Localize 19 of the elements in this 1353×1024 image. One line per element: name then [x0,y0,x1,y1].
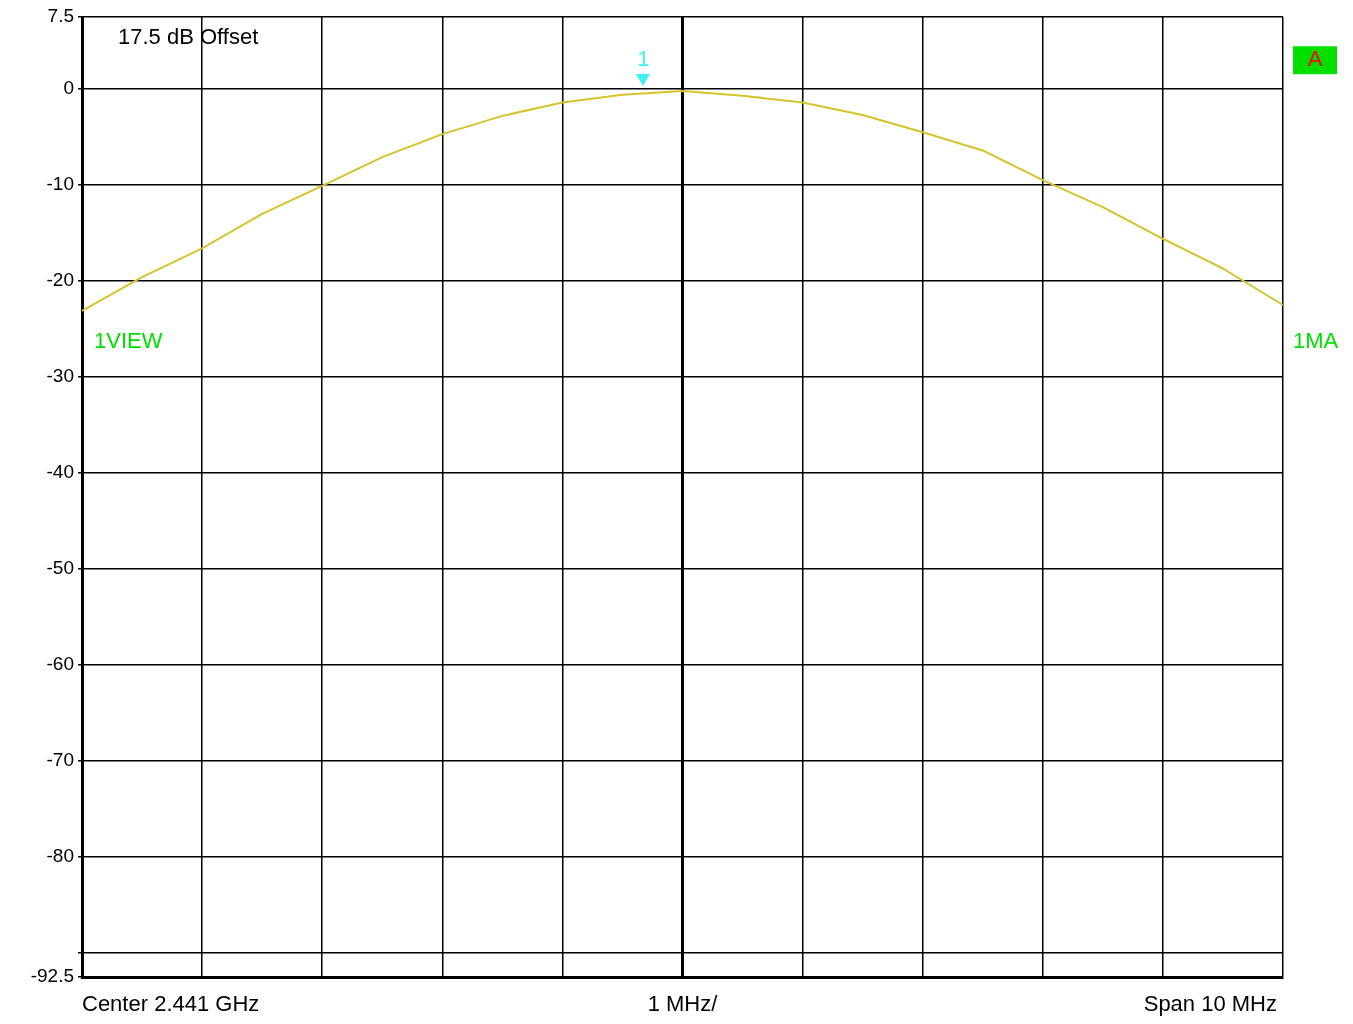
annotation: 1 [637,46,650,72]
text: Center 2.441 GHz [82,991,260,1017]
y-tick-label: -60 [46,653,74,675]
y-tick-label: -20 [46,269,74,291]
text: A [1307,46,1323,72]
y-tick-label: 0 [63,77,74,99]
text: 1MA [1293,327,1339,353]
y-tick-label: -30 [46,365,74,387]
y-tick-label: -40 [46,461,74,483]
annotation: 17.5 dB Offset [118,24,259,50]
text: 1 MHz/ [647,991,719,1017]
text: Span 10 MHz [1143,991,1277,1017]
y-tick-label: -10 [46,173,74,195]
y-tick-label: -70 [46,749,74,771]
annotation: 1VIEW [94,327,163,353]
y-tick-label: -80 [46,845,74,867]
y-tick-label: 7.5 [47,5,74,27]
y-tick-label: -92.5 [30,965,74,987]
y-tick-label: -50 [46,557,74,579]
